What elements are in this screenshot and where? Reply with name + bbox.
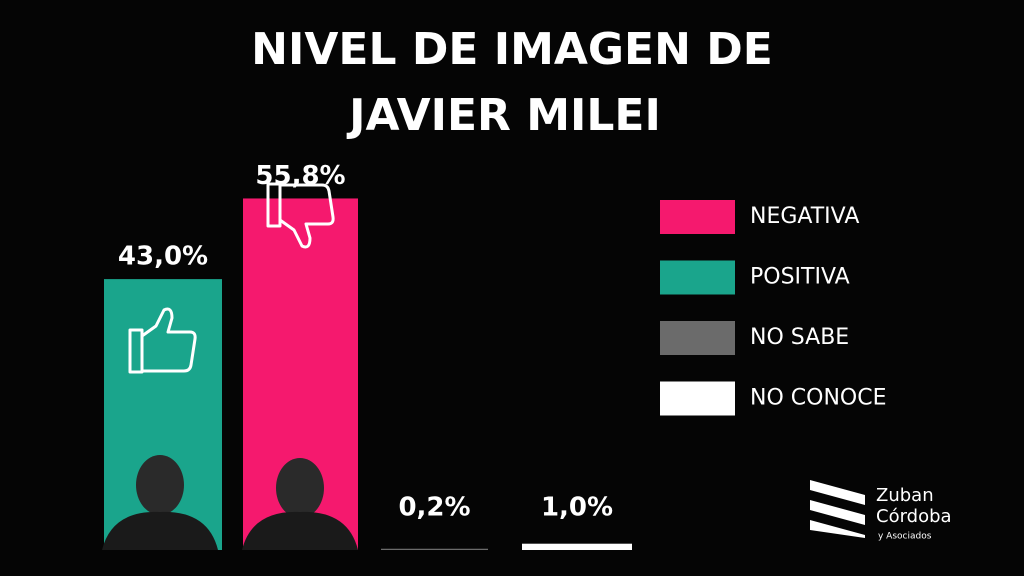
value-label: 43,0% [118, 242, 208, 272]
bar [381, 548, 488, 550]
legend-swatch [660, 260, 735, 295]
legend-label: POSITIVA [750, 265, 850, 290]
portrait-body [242, 511, 358, 550]
logo-subtitle: y Asociados [878, 532, 932, 542]
thumb-down-icon [266, 182, 335, 249]
legend-swatch [660, 321, 735, 355]
legend-label: NEGATIVA [750, 204, 859, 229]
bar [522, 543, 632, 550]
legend-swatch [660, 381, 735, 416]
portrait-head [136, 455, 184, 515]
chart-title: NIVEL DE IMAGEN DE [251, 24, 773, 75]
legend-label: NO SABE [750, 325, 849, 350]
chart-title: JAVIER MILEI [346, 90, 661, 141]
logo: Zuban Córdoba y Asociados [810, 480, 952, 542]
value-label: 1,0% [541, 493, 613, 523]
value-label: 0,2% [398, 493, 470, 523]
portrait-head [276, 458, 324, 518]
legend-label: NO CONOCE [750, 386, 886, 411]
portrait-body [102, 511, 218, 550]
logo-text: Zuban [876, 485, 934, 506]
legend-swatch [660, 200, 735, 234]
logo-text: Córdoba [876, 506, 952, 527]
thumb-up-icon [128, 307, 197, 374]
logo-mark [810, 480, 865, 538]
